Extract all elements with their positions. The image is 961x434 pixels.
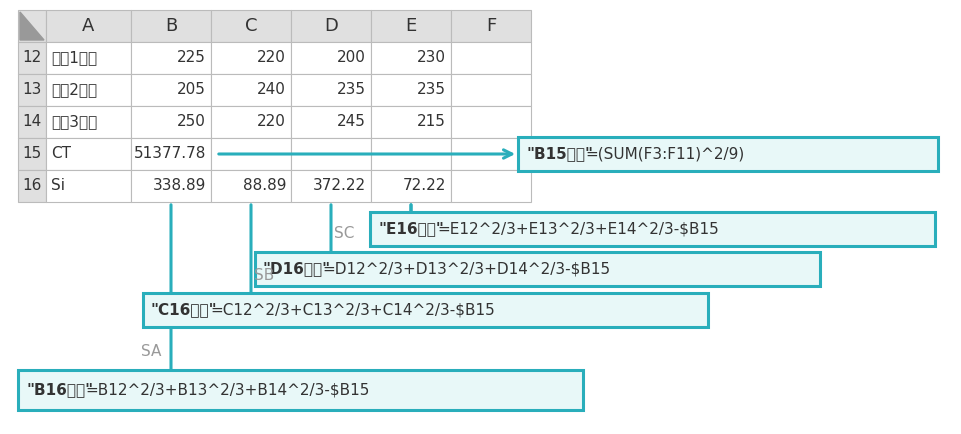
Text: 16: 16 <box>22 178 41 194</box>
Bar <box>211 42 291 74</box>
Bar <box>131 10 211 42</box>
Bar <box>18 10 46 42</box>
Bar <box>211 74 291 106</box>
Text: 230: 230 <box>417 50 446 66</box>
Text: Si: Si <box>51 178 65 194</box>
Text: 12: 12 <box>22 50 41 66</box>
Text: =(SUM(F3:F11)^2/9): =(SUM(F3:F11)^2/9) <box>585 147 744 161</box>
Bar <box>451 170 531 202</box>
Bar <box>371 170 451 202</box>
Bar <box>371 138 451 170</box>
Text: 372.22: 372.22 <box>313 178 366 194</box>
Text: 200: 200 <box>337 50 366 66</box>
Bar <box>18 74 46 106</box>
Text: C: C <box>245 17 258 35</box>
Bar <box>131 42 211 74</box>
Polygon shape <box>20 12 44 40</box>
Text: 235: 235 <box>417 82 446 98</box>
Bar <box>291 106 371 138</box>
Text: =E12^2/3+E13^2/3+E14^2/3-$B15: =E12^2/3+E13^2/3+E14^2/3-$B15 <box>437 221 719 237</box>
Text: 15: 15 <box>22 147 41 161</box>
Bar <box>131 106 211 138</box>
Text: "B15セル": "B15セル" <box>526 147 593 161</box>
Text: F: F <box>486 17 496 35</box>
Bar <box>371 10 451 42</box>
Text: 水渗3合計: 水渗3合計 <box>51 115 97 129</box>
FancyBboxPatch shape <box>370 212 935 246</box>
Text: "E16セル": "E16セル" <box>378 221 444 237</box>
Text: E: E <box>406 17 417 35</box>
Text: "D16セル": "D16セル" <box>263 262 332 276</box>
Text: SC: SC <box>334 227 355 241</box>
Text: D: D <box>324 17 338 35</box>
Bar <box>18 42 46 74</box>
Bar <box>46 138 131 170</box>
Text: 14: 14 <box>22 115 41 129</box>
Text: 245: 245 <box>337 115 366 129</box>
Bar <box>46 170 131 202</box>
Bar <box>451 74 531 106</box>
Text: 205: 205 <box>177 82 206 98</box>
Text: A: A <box>83 17 95 35</box>
Bar <box>451 42 531 74</box>
Text: 220: 220 <box>258 115 286 129</box>
FancyBboxPatch shape <box>255 252 820 286</box>
Bar <box>291 170 371 202</box>
Bar <box>46 42 131 74</box>
Bar <box>131 170 211 202</box>
Bar <box>46 74 131 106</box>
Text: =C12^2/3+C13^2/3+C14^2/3-$B15: =C12^2/3+C13^2/3+C14^2/3-$B15 <box>210 302 495 318</box>
Bar <box>211 170 291 202</box>
Bar <box>451 10 531 42</box>
Bar <box>46 10 131 42</box>
Bar <box>211 10 291 42</box>
Text: CT: CT <box>51 147 71 161</box>
Bar <box>371 106 451 138</box>
Bar <box>291 74 371 106</box>
Text: "B16セル": "B16セル" <box>26 382 93 398</box>
Bar <box>451 138 531 170</box>
Bar <box>131 74 211 106</box>
Bar <box>291 138 371 170</box>
Text: =B12^2/3+B13^2/3+B14^2/3-$B15: =B12^2/3+B13^2/3+B14^2/3-$B15 <box>85 382 369 398</box>
Bar <box>18 138 46 170</box>
Bar <box>291 42 371 74</box>
Text: 220: 220 <box>258 50 286 66</box>
Bar <box>131 138 211 170</box>
Text: 225: 225 <box>177 50 206 66</box>
Bar <box>211 138 291 170</box>
Text: SB: SB <box>254 267 274 283</box>
FancyBboxPatch shape <box>143 293 708 327</box>
Text: 水渗2合計: 水渗2合計 <box>51 82 97 98</box>
Text: 215: 215 <box>417 115 446 129</box>
Text: 250: 250 <box>177 115 206 129</box>
Bar <box>18 106 46 138</box>
Text: 水渗1合計: 水渗1合計 <box>51 50 97 66</box>
Text: =D12^2/3+D13^2/3+D14^2/3-$B15: =D12^2/3+D13^2/3+D14^2/3-$B15 <box>322 262 610 276</box>
Text: "C16セル": "C16セル" <box>151 302 217 318</box>
Text: SA: SA <box>141 345 161 359</box>
Text: 338.89: 338.89 <box>153 178 206 194</box>
Bar <box>451 106 531 138</box>
Bar <box>211 106 291 138</box>
Text: 51377.78: 51377.78 <box>134 147 206 161</box>
Text: 240: 240 <box>258 82 286 98</box>
Bar <box>46 106 131 138</box>
Text: 88.89: 88.89 <box>242 178 286 194</box>
Text: 13: 13 <box>22 82 41 98</box>
Text: B: B <box>165 17 177 35</box>
Text: 72.22: 72.22 <box>403 178 446 194</box>
Bar <box>371 74 451 106</box>
Bar <box>18 170 46 202</box>
FancyBboxPatch shape <box>518 137 938 171</box>
Bar <box>291 10 371 42</box>
Bar <box>371 42 451 74</box>
Text: 235: 235 <box>337 82 366 98</box>
FancyBboxPatch shape <box>18 370 583 410</box>
